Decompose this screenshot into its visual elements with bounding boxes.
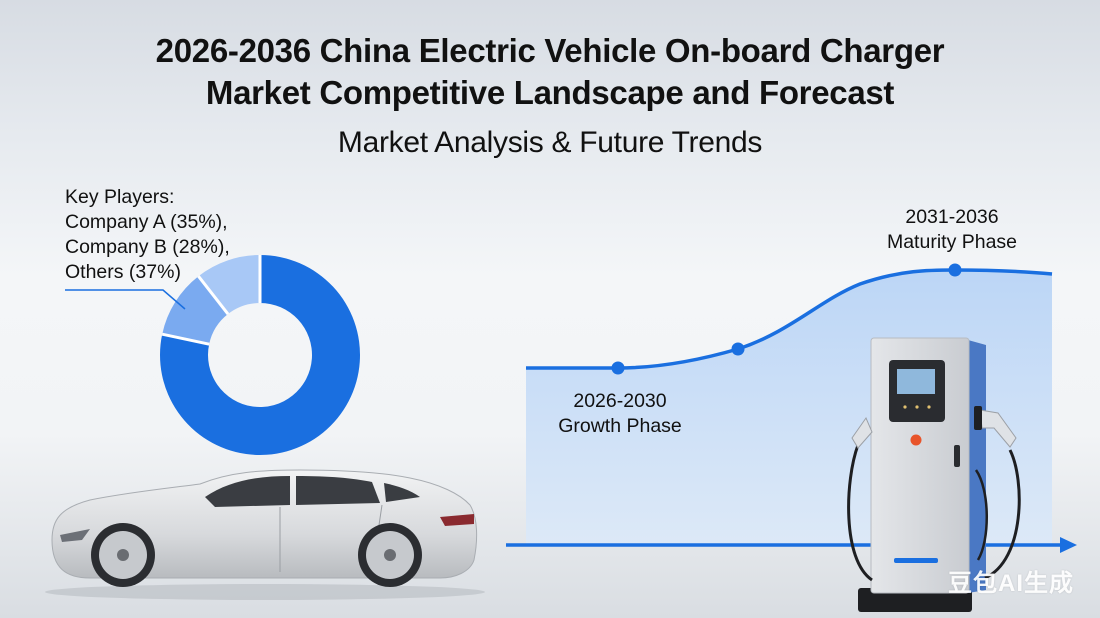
maturity-phase-name: Maturity Phase bbox=[886, 231, 1018, 253]
legend-company-a: Company A (35%), bbox=[65, 211, 228, 233]
growth-phase-years: 2026-2030 bbox=[573, 390, 667, 412]
maturity-phase-years: 2031-2036 bbox=[905, 206, 999, 228]
title-line-1: 2026-2036 China Electric Vehicle On-boar… bbox=[155, 32, 945, 69]
legend-heading: Key Players: bbox=[65, 186, 175, 208]
title-line-2: Market Competitive Landscape and Forecas… bbox=[205, 74, 895, 111]
maturity-phase-label: 2031-2036 Maturity Phase bbox=[872, 205, 1032, 255]
chart-subtitle: Market Analysis & Future Trends bbox=[337, 126, 763, 159]
growth-phase-label: 2026-2030 Growth Phase bbox=[540, 389, 700, 439]
ai-generated-watermark: 豆包AI生成 bbox=[948, 570, 1074, 597]
key-players-legend: Key Players: Company A (35%), Company B … bbox=[65, 185, 230, 285]
forecast-line bbox=[526, 268, 1053, 370]
legend-company-b: Company B (28%), bbox=[65, 236, 230, 258]
market-share-donut bbox=[160, 255, 361, 455]
legend-leader-line bbox=[65, 289, 186, 310]
marker-growth bbox=[611, 361, 625, 375]
emergency-button bbox=[910, 434, 922, 446]
legend-others: Others (37%) bbox=[65, 261, 181, 283]
car-rear-wheel bbox=[358, 523, 422, 587]
car-front-wheel bbox=[91, 523, 155, 587]
donut-slice-light bbox=[198, 255, 260, 315]
chart-title: 2026-2036 China Electric Vehicle On-boar… bbox=[0, 30, 1100, 114]
marker-maturity bbox=[948, 263, 962, 277]
marker-transition bbox=[731, 342, 745, 356]
car-illustration bbox=[45, 469, 485, 600]
growth-phase-name: Growth Phase bbox=[558, 415, 682, 437]
donut-slice-large bbox=[160, 255, 361, 455]
charging-station-illustration bbox=[847, 337, 1021, 612]
